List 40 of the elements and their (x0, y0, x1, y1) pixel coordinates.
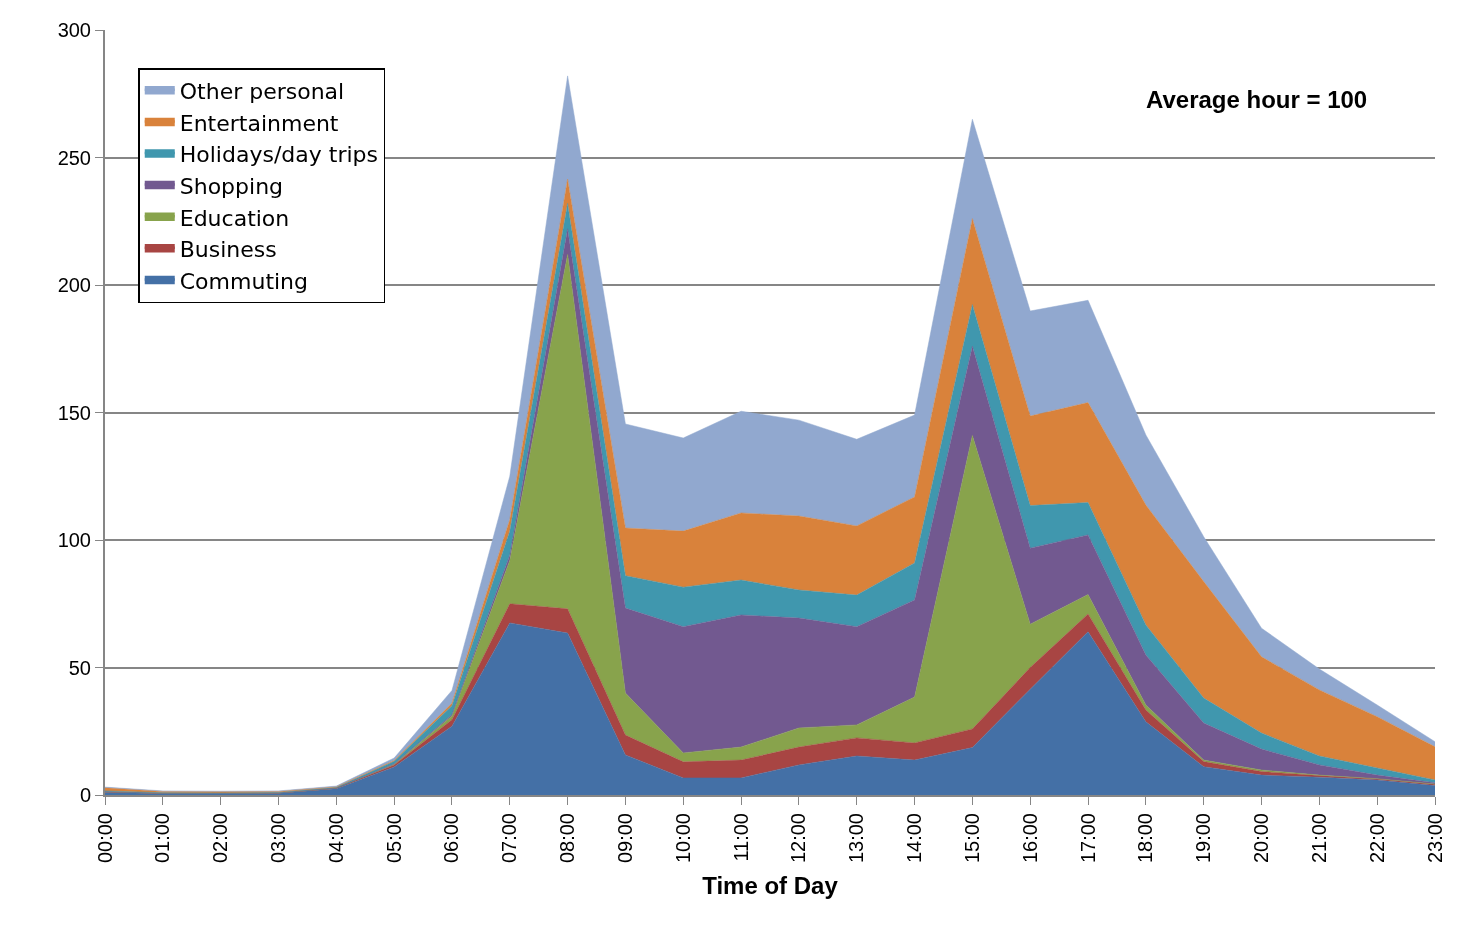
x-axis-title: Time of Day (702, 871, 839, 899)
annotation: Average hour = 100 (1146, 86, 1368, 113)
x-tick-label: 08:00 (556, 813, 579, 864)
legend-label: Other personal (179, 79, 345, 105)
legend-label: Education (179, 205, 290, 231)
x-tick-label: 13:00 (845, 813, 868, 864)
legend-label: Entertainment (179, 110, 339, 136)
x-tick-label: 06:00 (440, 813, 463, 864)
x-tick-label: 04:00 (324, 813, 347, 864)
y-tick-label: 100 (57, 529, 91, 551)
x-tick-label: 03:00 (266, 813, 289, 864)
x-tick-label: 21:00 (1307, 813, 1330, 864)
x-tick-label: 11:00 (729, 813, 752, 862)
x-tick-label: 19:00 (1192, 813, 1215, 864)
x-tick-label: 14:00 (903, 813, 926, 864)
x-tick-label: 09:00 (613, 813, 636, 864)
x-tick-label: 17:00 (1076, 813, 1099, 864)
x-tick-label: 10:00 (671, 813, 694, 864)
x-tick-label: 15:00 (960, 813, 983, 864)
x-tick-label: 01:00 (151, 813, 174, 864)
x-tick-label: 23:00 (1423, 813, 1446, 864)
x-tick-label: 22:00 (1365, 813, 1388, 864)
x-tick-label: 07:00 (498, 813, 521, 864)
x-tick-label: 18:00 (1134, 813, 1157, 864)
legend-label: Commuting (179, 268, 309, 294)
x-tick-label: 12:00 (787, 813, 810, 864)
x-tick-label: 00:00 (93, 813, 116, 864)
y-tick-label: 250 (57, 146, 91, 169)
x-tick-label: 02:00 (209, 813, 232, 864)
y-tick-label: 50 (68, 656, 91, 679)
y-tick-label: 200 (57, 274, 91, 296)
legend-label: Shopping (179, 173, 284, 199)
legend-label: Holidays/day trips (179, 142, 378, 168)
y-tick-label: 150 (57, 401, 91, 424)
legend-label: Business (179, 237, 277, 263)
y-tick-label: 0 (79, 784, 91, 806)
x-tick-label: 05:00 (382, 813, 405, 864)
x-tick-label: 20:00 (1250, 813, 1273, 864)
y-tick-label: 300 (57, 19, 91, 41)
x-tick-label: 16:00 (1018, 813, 1041, 864)
